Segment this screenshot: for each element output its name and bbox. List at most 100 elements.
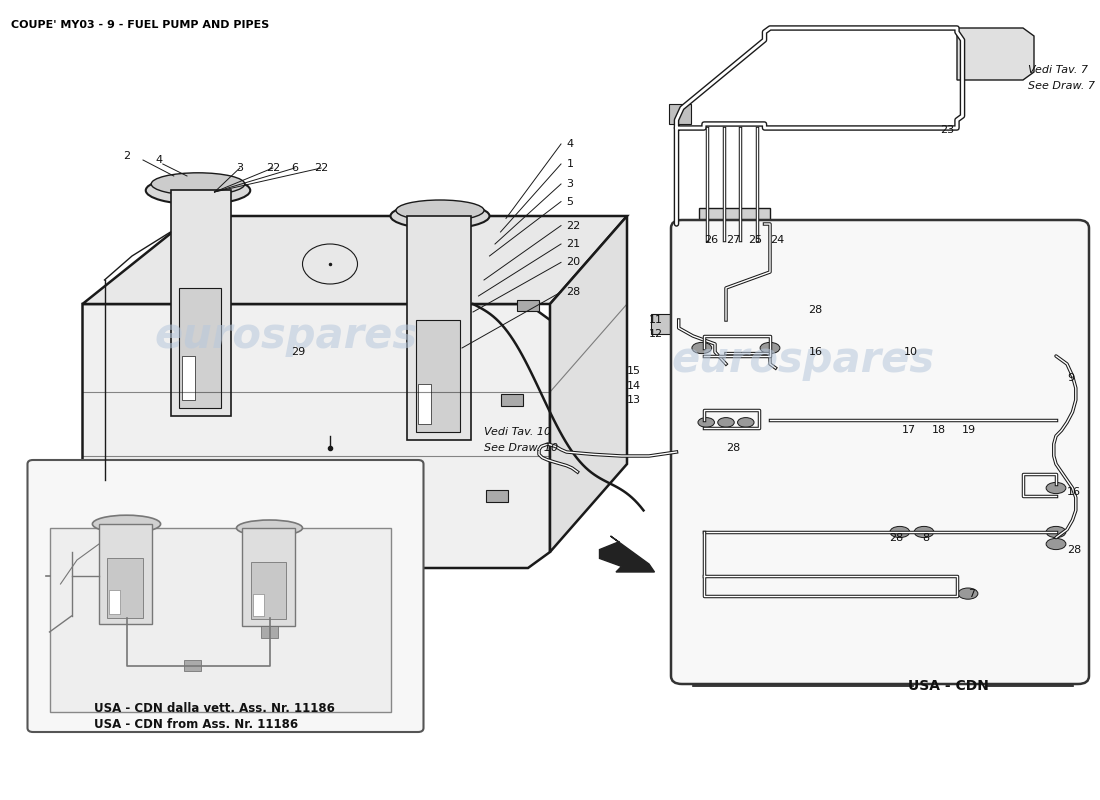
Bar: [651, 314, 684, 334]
Text: eurospares: eurospares: [671, 339, 935, 381]
Bar: [669, 104, 691, 124]
Bar: [251, 562, 286, 619]
Bar: [729, 223, 751, 238]
Ellipse shape: [717, 418, 735, 427]
Ellipse shape: [697, 418, 715, 427]
Polygon shape: [957, 28, 1034, 80]
Text: 1: 1: [566, 159, 573, 169]
Ellipse shape: [760, 342, 780, 354]
Text: USA - CDN: USA - CDN: [908, 679, 989, 694]
Text: 27: 27: [726, 235, 740, 245]
Text: 10: 10: [904, 347, 918, 357]
Text: 16: 16: [1067, 487, 1081, 497]
Text: 23: 23: [940, 125, 955, 134]
Text: 25: 25: [748, 235, 762, 245]
Ellipse shape: [1046, 526, 1066, 538]
Text: COUPE' MY03 - 9 - FUEL PUMP AND PIPES: COUPE' MY03 - 9 - FUEL PUMP AND PIPES: [11, 20, 270, 30]
Bar: [242, 528, 295, 626]
Ellipse shape: [1046, 538, 1066, 550]
Bar: [418, 384, 431, 424]
Ellipse shape: [914, 526, 934, 538]
Bar: [486, 490, 508, 502]
Bar: [500, 394, 522, 406]
Text: See Draw. 7: See Draw. 7: [1028, 81, 1096, 90]
Bar: [517, 300, 539, 311]
Text: 28: 28: [889, 534, 903, 543]
Bar: [182, 356, 195, 400]
Ellipse shape: [152, 173, 244, 195]
Ellipse shape: [711, 439, 741, 457]
Ellipse shape: [890, 526, 910, 538]
Ellipse shape: [92, 515, 161, 533]
Text: 28: 28: [1067, 546, 1081, 555]
Ellipse shape: [738, 418, 755, 427]
Polygon shape: [600, 536, 654, 572]
FancyBboxPatch shape: [28, 460, 424, 732]
Text: Vedi Tav. 7: Vedi Tav. 7: [1028, 65, 1089, 74]
Bar: [170, 190, 231, 416]
Ellipse shape: [692, 342, 712, 354]
Polygon shape: [82, 304, 550, 568]
Text: 2: 2: [123, 151, 130, 161]
Text: See Draw. 10: See Draw. 10: [484, 443, 558, 453]
Text: 22: 22: [566, 221, 581, 230]
Text: 4: 4: [566, 139, 573, 149]
Bar: [407, 216, 471, 440]
Text: 4: 4: [156, 155, 163, 165]
Text: 28: 28: [566, 287, 581, 297]
Text: 12: 12: [649, 329, 663, 338]
Text: 14: 14: [627, 381, 641, 390]
Polygon shape: [550, 216, 627, 552]
Text: eurospares: eurospares: [154, 315, 418, 357]
Text: 22: 22: [315, 163, 328, 173]
Ellipse shape: [776, 298, 808, 318]
Text: Vedi Tav. 10: Vedi Tav. 10: [484, 427, 551, 437]
Text: 11: 11: [649, 315, 663, 325]
Polygon shape: [50, 528, 390, 712]
Text: 8: 8: [922, 534, 928, 543]
Bar: [109, 590, 120, 614]
Text: 5: 5: [566, 197, 573, 206]
Bar: [696, 223, 718, 238]
Text: 29: 29: [292, 347, 306, 357]
Polygon shape: [698, 208, 770, 240]
Text: 3: 3: [236, 163, 243, 173]
Ellipse shape: [1046, 482, 1066, 494]
Bar: [253, 594, 264, 616]
Bar: [713, 223, 735, 238]
Text: 24: 24: [770, 235, 784, 245]
Text: 28: 28: [808, 305, 823, 314]
Ellipse shape: [958, 588, 978, 599]
Text: 6: 6: [292, 163, 298, 173]
Text: 20: 20: [566, 258, 581, 267]
Bar: [261, 626, 278, 638]
Text: 22: 22: [266, 163, 279, 173]
Text: USA - CDN dalla vett. Ass. Nr. 11186: USA - CDN dalla vett. Ass. Nr. 11186: [94, 702, 334, 714]
Text: 26: 26: [704, 235, 718, 245]
Text: 16: 16: [808, 347, 823, 357]
Text: 13: 13: [627, 395, 641, 405]
Bar: [99, 524, 152, 624]
Ellipse shape: [236, 520, 302, 536]
Text: 28: 28: [726, 443, 740, 453]
Ellipse shape: [390, 203, 490, 229]
Text: 7: 7: [968, 589, 975, 598]
Text: 15: 15: [627, 366, 641, 376]
Text: USA - CDN from Ass. Nr. 11186: USA - CDN from Ass. Nr. 11186: [94, 718, 298, 730]
Ellipse shape: [145, 176, 251, 204]
Bar: [179, 288, 221, 408]
Text: 19: 19: [961, 426, 976, 435]
Text: 17: 17: [902, 426, 916, 435]
Text: 3: 3: [566, 179, 573, 189]
Ellipse shape: [779, 299, 805, 317]
Bar: [416, 320, 460, 432]
Bar: [746, 223, 768, 238]
Bar: [184, 660, 201, 671]
Ellipse shape: [396, 200, 484, 221]
Text: 21: 21: [566, 239, 581, 249]
FancyBboxPatch shape: [671, 220, 1089, 684]
Bar: [107, 558, 143, 618]
Bar: [682, 362, 710, 384]
Text: 18: 18: [932, 426, 946, 435]
Polygon shape: [82, 216, 627, 304]
